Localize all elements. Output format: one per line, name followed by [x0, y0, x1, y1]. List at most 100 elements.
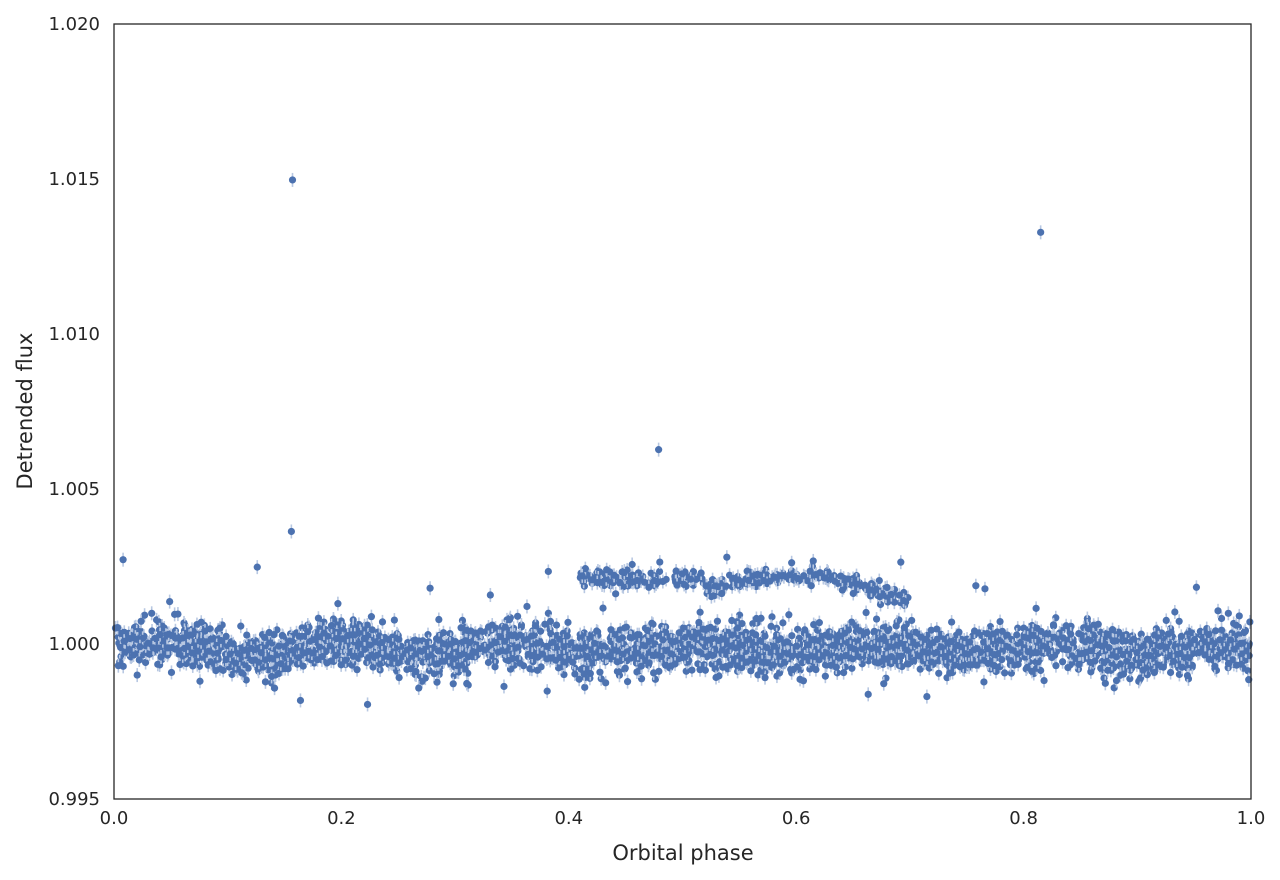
data-point — [774, 636, 782, 644]
data-point — [1174, 643, 1182, 651]
data-point — [378, 618, 387, 626]
data-point — [980, 678, 988, 686]
data-point — [862, 608, 870, 617]
data-point — [353, 666, 361, 674]
data-point — [270, 631, 278, 639]
data-point — [390, 616, 398, 624]
data-point — [810, 620, 818, 629]
data-point — [933, 625, 941, 633]
data-point — [1164, 630, 1172, 638]
data-point — [1211, 662, 1219, 670]
data-point — [114, 662, 122, 670]
data-point — [980, 638, 988, 646]
data-point — [864, 690, 872, 698]
data-point — [1188, 629, 1196, 637]
data-point — [196, 677, 204, 685]
data-point — [713, 617, 722, 625]
data-point — [529, 658, 537, 666]
data-point — [148, 609, 156, 617]
data-point — [948, 618, 956, 626]
data-point — [314, 614, 323, 622]
data-point — [806, 665, 814, 673]
data-point — [848, 664, 856, 672]
data-point — [733, 624, 742, 632]
data-point — [492, 638, 500, 647]
data-point — [821, 672, 829, 680]
data-point — [779, 619, 787, 627]
data-point — [1094, 620, 1102, 628]
data-point — [1014, 639, 1022, 648]
data-point — [533, 666, 541, 674]
data-point — [650, 669, 658, 677]
data-point — [788, 632, 796, 640]
data-point — [384, 653, 393, 661]
data-point — [757, 667, 765, 675]
data-point — [935, 669, 943, 677]
data-point — [154, 660, 162, 668]
data-point — [1049, 621, 1058, 629]
data-point — [133, 671, 141, 679]
data-point — [1109, 637, 1118, 645]
data-point — [856, 627, 864, 635]
data-point — [435, 636, 443, 644]
data-point — [688, 666, 696, 674]
data-point — [334, 600, 342, 608]
data-point — [1112, 676, 1121, 685]
data-point — [622, 623, 630, 631]
data-point — [506, 615, 514, 624]
data-point — [958, 635, 966, 644]
data-point — [1126, 675, 1134, 683]
data-point — [1001, 669, 1009, 677]
data-point — [904, 653, 912, 661]
data-point — [712, 673, 720, 682]
data-point — [369, 663, 377, 671]
data-point — [242, 676, 250, 684]
data-point — [500, 682, 508, 691]
data-point — [494, 648, 502, 656]
data-point — [1181, 643, 1190, 651]
data-point — [554, 664, 563, 672]
data-point — [117, 643, 125, 652]
data-point — [761, 674, 769, 682]
data-point — [615, 668, 623, 676]
data-point — [449, 680, 457, 688]
data-point — [476, 627, 485, 635]
data-point — [464, 653, 473, 661]
data-point — [270, 684, 279, 692]
data-point — [775, 669, 784, 677]
data-point — [395, 673, 403, 682]
data-point — [140, 611, 149, 619]
data-point — [1020, 624, 1028, 632]
data-point — [568, 639, 576, 647]
data-point — [998, 627, 1006, 635]
data-point — [261, 678, 270, 686]
data-point — [1217, 614, 1226, 623]
data-point — [213, 641, 221, 650]
data-point — [463, 679, 471, 688]
data-point — [711, 665, 720, 673]
data-point — [113, 623, 122, 632]
data-point — [159, 637, 167, 645]
data-point — [1217, 626, 1226, 634]
data-point — [863, 628, 871, 637]
data-point — [576, 634, 584, 642]
data-point — [367, 613, 376, 621]
data-point — [785, 611, 793, 619]
data-point — [908, 616, 916, 625]
data-point — [923, 692, 931, 701]
data-point — [424, 631, 432, 639]
data-point — [1201, 651, 1209, 659]
data-point — [835, 654, 843, 662]
data-point — [267, 672, 276, 681]
data-point — [450, 655, 458, 663]
data-point — [516, 659, 524, 667]
data-point — [517, 623, 525, 631]
data-point — [1175, 617, 1183, 625]
data-point — [171, 610, 179, 618]
data-point — [415, 637, 423, 645]
data-point — [197, 618, 205, 626]
data-point — [946, 648, 954, 656]
data-point — [1246, 618, 1254, 626]
data-point — [767, 622, 775, 630]
data-point — [996, 636, 1004, 644]
